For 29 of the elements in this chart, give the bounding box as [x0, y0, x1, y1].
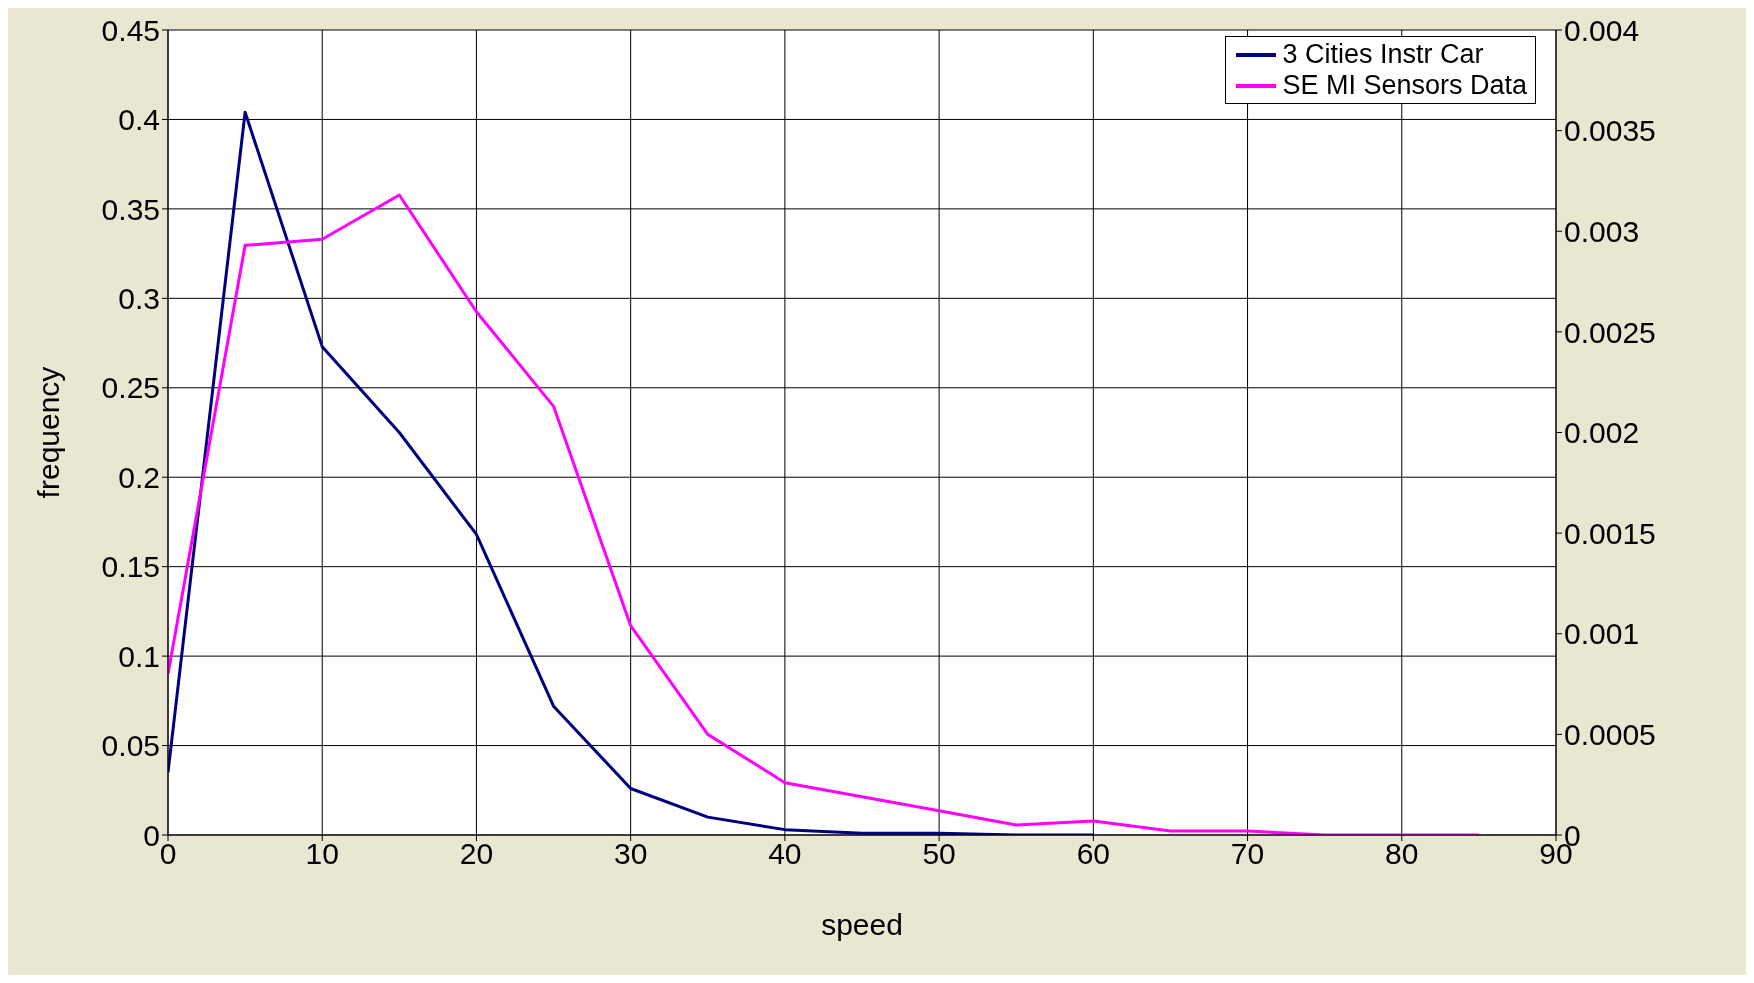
x-tick-label: 30	[613, 837, 648, 871]
y2-tick-label: 0.002	[1564, 416, 1640, 450]
x-tick-label: 10	[305, 837, 339, 871]
x-tick-label: 50	[922, 837, 956, 871]
x-tick-label: 20	[459, 837, 494, 871]
x-tick-label: 40	[768, 837, 802, 871]
y-tick-label: 0.2	[118, 460, 160, 494]
y-tick-label: 0.25	[101, 371, 160, 405]
x-tick-label: 70	[1230, 837, 1265, 871]
y-axis-title: frequency	[31, 366, 65, 499]
y-tick-label: 0.05	[101, 729, 160, 763]
y2-tick-label: 0.0035	[1564, 114, 1656, 148]
y-tick-label: 0.15	[101, 550, 160, 584]
y-tick-label: 0.35	[101, 192, 160, 226]
legend-label: SE MI Sensors Data	[1282, 70, 1527, 101]
y2-tick-label: 0.001	[1564, 617, 1640, 651]
x-axis-title: speed	[821, 908, 903, 941]
legend-label: 3 Cities Instr Car	[1282, 39, 1484, 70]
x-tick-label: 60	[1076, 837, 1111, 871]
y2-tick-label: 0.0025	[1564, 315, 1656, 349]
y2-tick-label: 0.004	[1564, 13, 1640, 47]
y-tick-label: 0.1	[118, 639, 160, 673]
y-tick-label: 0.4	[118, 103, 160, 137]
y-tick-label: 0.3	[118, 281, 160, 315]
x-tick-label: 80	[1385, 837, 1419, 871]
y2-tick-label: 0.003	[1564, 214, 1640, 248]
y2-tick-label: 0.0015	[1564, 516, 1656, 550]
y2-tick-label: 0.0005	[1564, 718, 1656, 752]
y-tick-label: 0.45	[101, 13, 160, 47]
